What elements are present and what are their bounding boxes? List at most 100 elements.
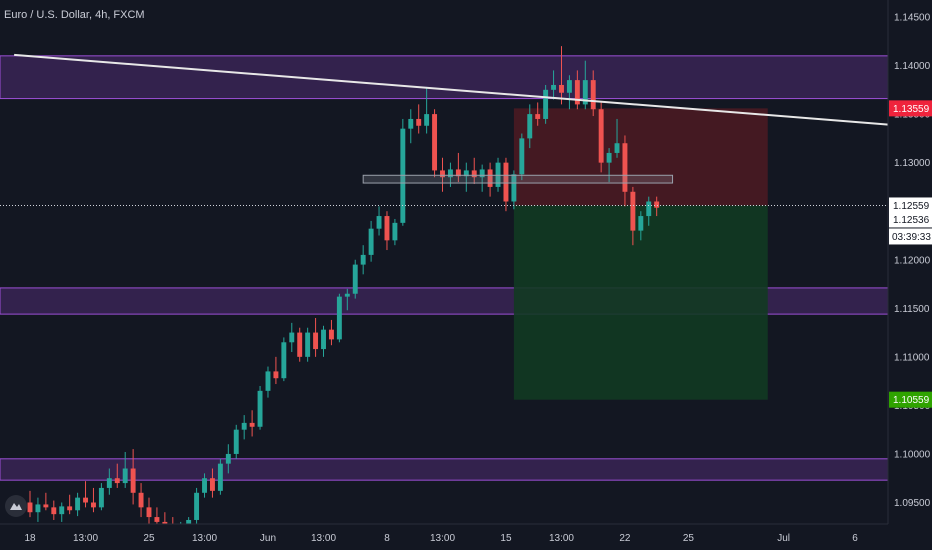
candle-body: [551, 84, 557, 90]
y-tick-label: 1.11000: [894, 352, 930, 363]
candle-body: [83, 497, 88, 503]
candle-body: [98, 487, 104, 508]
y-axis-background: [888, 0, 932, 550]
x-tick-label: Jul: [777, 533, 790, 544]
candle-body: [368, 228, 374, 255]
x-tick-label: 18: [24, 533, 36, 544]
candle-body: [130, 468, 136, 493]
candle-body: [566, 80, 572, 93]
candle-body: [202, 478, 207, 493]
candle-body: [432, 114, 438, 171]
candle-body: [527, 114, 533, 139]
candle-body: [114, 478, 120, 484]
candle-body: [511, 174, 517, 202]
x-tick-label: 13:00: [311, 533, 336, 544]
candle-body: [440, 170, 445, 178]
candle-body: [543, 89, 549, 119]
entry-price-label-bg: [889, 197, 932, 214]
candle-body: [257, 390, 263, 427]
x-tick-label: 13:00: [549, 533, 574, 544]
current-price-bg: [889, 211, 932, 228]
candle-body: [416, 118, 422, 126]
y-tick-label: 1.12000: [894, 255, 931, 266]
candle-body: [186, 519, 192, 527]
y-tick-label: 1.14000: [894, 61, 931, 72]
candle-body: [447, 169, 453, 178]
candle-body: [392, 222, 398, 241]
countdown-bg: [889, 228, 932, 245]
x-tick-label: 13:00: [430, 533, 455, 544]
x-tick-label: 15: [500, 533, 512, 544]
candle-body: [75, 497, 81, 511]
candle-body: [463, 170, 469, 177]
y-axis[interactable]: 1.145001.140001.135001.130001.125001.120…: [887, 0, 932, 550]
x-tick-label: 22: [619, 533, 631, 544]
candle-body: [209, 478, 215, 491]
candle-body: [217, 463, 223, 491]
candle-body: [503, 162, 509, 202]
x-tick-label: 13:00: [192, 533, 217, 544]
candle-body: [519, 138, 525, 175]
candle-body: [598, 109, 604, 163]
candle-body: [297, 332, 303, 357]
candles-layer: [27, 46, 660, 537]
candle-body: [590, 80, 596, 110]
candle-body: [574, 80, 580, 105]
candle-body: [479, 169, 485, 178]
candle-body: [225, 453, 231, 464]
x-axis[interactable]: 18 13:00 25 13:00 Jun 13:00 8 13:00 15 13:00 22 25 J…: [0, 523, 932, 550]
x-tick-label: 13:00: [73, 533, 98, 544]
candle-body: [91, 502, 96, 508]
candle-body: [265, 371, 271, 391]
tradingview-logo-icon[interactable]: [5, 495, 27, 517]
candle-body: [27, 502, 33, 513]
x-axis-background: [0, 524, 932, 550]
stop-loss-zone: [513, 108, 768, 206]
candle-body: [360, 254, 366, 265]
candle-body: [336, 296, 342, 340]
candle-body: [630, 191, 636, 231]
candle-body: [194, 492, 200, 520]
sr-zone: [0, 55, 889, 100]
candle-body: [384, 216, 390, 241]
x-tick-label: Jun: [260, 533, 276, 544]
countdown-label: 03:39:33: [892, 232, 931, 243]
candle-body: [106, 478, 112, 488]
y-tick-label: 1.14500: [894, 13, 931, 24]
candle-body: [559, 84, 564, 93]
current-price-label: 1.12536: [893, 215, 930, 226]
candle-body: [305, 332, 311, 357]
candle-body: [67, 506, 73, 511]
y-tick-label: 1.09500: [894, 498, 931, 509]
stop-price-label-bg: [889, 100, 932, 117]
x-tick-label: 25: [143, 533, 155, 544]
stop-price-label: 1.13559: [893, 104, 930, 115]
candle-body: [622, 143, 628, 192]
consolidation-box: [362, 174, 674, 184]
candle-body: [408, 118, 414, 129]
candle-body: [281, 342, 287, 379]
position-layer: [513, 108, 768, 400]
candle-body: [59, 506, 65, 515]
candle-body: [289, 332, 295, 343]
candle-body: [606, 152, 612, 163]
candle-body: [638, 216, 644, 231]
candle-body: [43, 504, 49, 508]
candle-body: [424, 114, 430, 126]
target-price-label-bg: [889, 391, 932, 408]
candle-body: [614, 143, 620, 153]
trendline: [14, 53, 903, 127]
y-tick-label: 1.13000: [894, 158, 931, 169]
candle-body: [313, 332, 319, 350]
candle-body: [51, 507, 57, 515]
candle-body: [376, 216, 382, 229]
candle-body: [535, 114, 541, 119]
candle-body: [35, 504, 41, 513]
candle-body: [249, 422, 255, 427]
candle-body: [328, 329, 334, 340]
candle-body: [233, 429, 239, 454]
x-tick-label: 6: [852, 533, 858, 544]
candle-body: [646, 201, 652, 217]
